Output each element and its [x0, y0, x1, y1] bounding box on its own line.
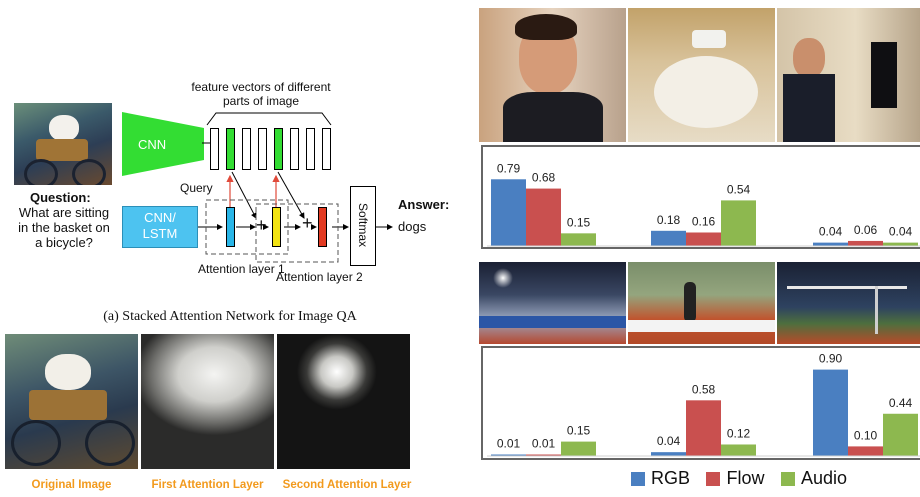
- bar-audio: [883, 413, 918, 456]
- query-label: Query: [180, 181, 213, 195]
- data-label: 0.15: [567, 215, 591, 229]
- video-frame-runner: [628, 262, 775, 344]
- bar-audio: [561, 441, 596, 456]
- attention-vector-blue: [226, 207, 235, 247]
- bar-rgb: [491, 454, 526, 456]
- original-image-label: Original Image: [31, 479, 112, 491]
- legend-swatch: [631, 472, 645, 487]
- feature-vectors-label: feature vectors of different parts of im…: [191, 80, 331, 108]
- data-label: 0.54: [727, 182, 751, 196]
- plus-icon: +: [302, 213, 313, 233]
- figure-caption: (a) Stacked Attention Network for Image …: [103, 309, 357, 324]
- feature-vector: [226, 128, 235, 170]
- legend-label: Audio: [800, 468, 847, 488]
- bar-flow: [686, 232, 721, 246]
- attention-layer-2-label: Attention layer 2: [276, 270, 363, 284]
- feature-vector: [210, 128, 219, 170]
- bar-chart-top: 0.79 0.18 0.04 0.68 0.16 0.06 0.15 0.54 0.04: [487, 161, 920, 247]
- feature-vector: [242, 128, 251, 170]
- bar-rgb: [813, 242, 848, 246]
- bar-audio: [721, 444, 756, 456]
- bar-flow: [848, 240, 883, 246]
- cnn-lstm-block: [122, 206, 198, 248]
- softmax-block: [350, 186, 376, 266]
- bar-audio: [883, 242, 918, 246]
- legend-item-rgb: RGB: [631, 468, 690, 489]
- bar-flow: [526, 454, 561, 456]
- feature-vector: [306, 128, 315, 170]
- answer-title: Answer:: [398, 197, 450, 212]
- data-label: 0.79: [497, 161, 521, 175]
- data-label: 0.06: [854, 223, 878, 237]
- legend-item-flow: Flow: [706, 468, 764, 489]
- cnn-block: [122, 112, 204, 176]
- data-label: 0.04: [819, 225, 843, 239]
- data-label: 0.12: [727, 426, 751, 440]
- attention-vector-red: [318, 207, 327, 247]
- feature-vector: [322, 128, 331, 170]
- question-text: What are sitting in the basket on a bicy…: [18, 205, 110, 250]
- video-frame-pole-vault: [777, 262, 920, 344]
- question-title: Question:: [30, 190, 91, 205]
- data-label: 0.04: [657, 434, 681, 448]
- bar-rgb: [651, 230, 686, 246]
- data-label: 0.16: [692, 214, 716, 228]
- bar-audio: [561, 233, 596, 246]
- video-frame-stadium: [479, 262, 626, 344]
- data-label: 0.15: [567, 424, 591, 438]
- attention-layer-1-label: Attention layer 1: [198, 262, 285, 276]
- chart-legend: RGB Flow Audio: [594, 468, 884, 489]
- legend-swatch: [706, 472, 721, 487]
- legend-label: Flow: [726, 468, 765, 488]
- bar-chart-bottom: 0.01 0.04 0.90 0.01 0.58 0.10 0.15 0.12 0.44: [487, 352, 920, 457]
- second-attention-label: Second Attention Layer: [282, 479, 412, 491]
- data-label: 0.04: [889, 225, 913, 239]
- second-attention-image: [277, 334, 410, 469]
- feature-brace: [206, 112, 332, 126]
- original-image: [5, 334, 138, 469]
- bar-flow: [848, 446, 883, 456]
- bar-chart-panel-top: 0.79 0.18 0.04 0.68 0.16 0.06 0.15 0.54 0.04: [481, 145, 920, 249]
- data-label: 0.58: [692, 382, 716, 396]
- bar-audio: [721, 200, 756, 246]
- data-label: 0.10: [854, 428, 878, 442]
- bar-flow: [526, 188, 561, 246]
- first-attention-label: First Attention Layer: [151, 479, 264, 491]
- bar-rgb: [813, 369, 848, 456]
- data-label: 0.90: [819, 352, 843, 366]
- data-label: 0.01: [532, 437, 556, 451]
- bar-rgb: [651, 452, 686, 456]
- video-frame-bathroom: [777, 8, 920, 142]
- legend-item-audio: Audio: [780, 468, 847, 489]
- bar-flow: [686, 400, 721, 456]
- data-label: 0.44: [889, 396, 913, 410]
- data-label: 0.01: [497, 437, 521, 451]
- answer-text: dogs: [398, 219, 427, 234]
- video-frame-brushing-face: [479, 8, 626, 142]
- cnn-lstm-label: CNN/ LSTM: [142, 210, 178, 241]
- softmax-label: Softmax: [356, 202, 370, 247]
- legend-label: RGB: [651, 468, 691, 488]
- bar-chart-panel-bottom: 0.01 0.04 0.90 0.01 0.58 0.10 0.15 0.12 0.44: [481, 346, 920, 460]
- attention-flow-arrows: [198, 171, 393, 263]
- bar-rgb: [491, 179, 526, 246]
- attention-vector-yellow: [272, 207, 281, 247]
- feature-vector: [258, 128, 267, 170]
- plus-icon: +: [256, 215, 267, 235]
- dog-input-photo: [14, 103, 112, 185]
- legend-swatch: [780, 472, 795, 487]
- feature-vector: [274, 128, 283, 170]
- video-frame-sink: [628, 8, 775, 142]
- cnn-label: CNN: [138, 137, 167, 152]
- data-label: 0.68: [532, 171, 556, 185]
- data-label: 0.18: [657, 213, 681, 227]
- first-attention-image: [141, 334, 274, 469]
- feature-vector: [290, 128, 299, 170]
